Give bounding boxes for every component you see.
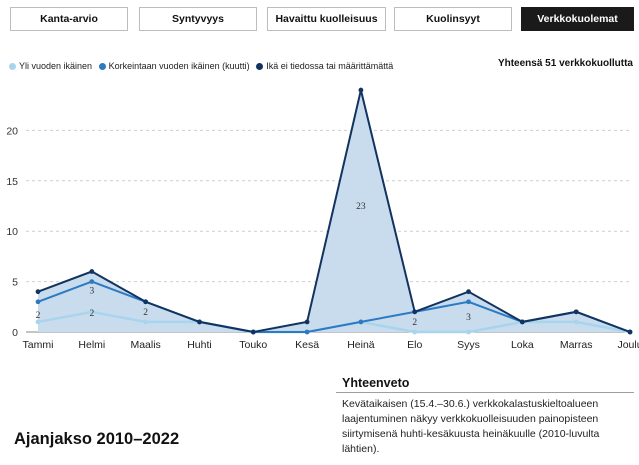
x-tick-label: Huhti [187, 339, 212, 351]
legend-swatch [256, 63, 264, 70]
data-point [412, 309, 418, 315]
x-tick-label: Loka [511, 339, 534, 351]
data-point [358, 87, 364, 93]
legend-item-age-unknown[interactable]: Ikä ei tiedossa tai määrittämättä [256, 61, 393, 71]
data-point [89, 309, 95, 315]
data-point [466, 289, 471, 295]
x-tick-label: Helmi [78, 339, 105, 351]
y-tick-label: 20 [6, 125, 18, 137]
data-label: 23 [356, 202, 366, 212]
data-label: 2 [412, 318, 417, 328]
legend-item-pup[interactable]: Korkeintaan vuoden ikäinen (kuutti) [98, 61, 250, 71]
data-point [304, 329, 310, 335]
x-tick-label: Heinä [347, 339, 375, 351]
chart-legend: Yli vuoden ikäinen Korkeintaan vuoden ik… [9, 61, 397, 75]
data-label: 3 [466, 313, 471, 323]
x-tick-label: Joulu [617, 339, 639, 351]
legend-swatch [9, 63, 16, 70]
data-point [304, 319, 310, 325]
data-label: 2 [36, 311, 41, 321]
tab-kanta-arvio[interactable]: Kanta-arvio [10, 7, 128, 31]
data-point [358, 319, 364, 325]
data-point [35, 289, 41, 295]
y-tick-label: 10 [6, 226, 18, 238]
tab-verkkokuolemat[interactable]: Verkkokuolemat [521, 7, 634, 31]
legend-item-over-one-year[interactable]: Yli vuoden ikäinen [9, 61, 92, 71]
data-label: 2 [143, 308, 148, 318]
data-point [466, 299, 471, 305]
tab-syntyvyys[interactable]: Syntyvyys [139, 7, 257, 31]
data-point [35, 319, 41, 325]
x-tick-label: Kesä [295, 339, 319, 351]
legend-label: Korkeintaan vuoden ikäinen (kuutti) [108, 61, 250, 71]
tab-bar: Kanta-arvio Syntyvyys Havaittu kuolleisu… [10, 7, 634, 33]
period-label: Ajanjakso 2010–2022 [14, 430, 180, 448]
data-point [412, 329, 418, 335]
data-point [89, 279, 95, 284]
tab-havaittu-kuolleisuus[interactable]: Havaittu kuolleisuus [267, 7, 386, 31]
data-label: 2 [89, 309, 94, 319]
data-point [197, 319, 202, 325]
x-tick-label: Maalis [130, 339, 160, 351]
y-tick-label: 15 [6, 176, 18, 188]
area-fill [38, 90, 630, 332]
x-tick-label: Tammi [23, 339, 54, 351]
legend-label: Yli vuoden ikäinen [19, 61, 93, 71]
data-point [35, 299, 41, 305]
data-point [89, 269, 95, 274]
x-tick-label: Elo [407, 339, 422, 351]
legend-label: Ikä ei tiedossa tai määrittämättä [266, 61, 394, 71]
legend-swatch [98, 63, 106, 70]
x-tick-label: Touko [239, 339, 267, 351]
data-point [573, 319, 579, 325]
data-point [573, 309, 579, 315]
summary-text: Kevätaikaisen (15.4.–30.6.) verkkokalast… [342, 398, 600, 455]
summary-box: Yhteenveto Kevätaikaisen (15.4.–30.6.) v… [336, 376, 634, 457]
data-point [519, 319, 525, 325]
y-tick-label: 0 [12, 327, 18, 339]
data-point [466, 329, 471, 335]
area-chart: 0 5 10 15 20 Tammi Helmi Maalis Huhti Touko Kesä He… [6, 87, 639, 351]
data-point [250, 329, 256, 335]
data-point [627, 329, 633, 335]
data-point [143, 299, 149, 305]
x-tick-label: Syys [457, 339, 480, 351]
total-label: Yhteensä 51 verkkokuollutta [497, 58, 633, 69]
data-label: 3 [89, 287, 94, 297]
y-tick-label: 5 [12, 277, 18, 289]
tab-kuolinsyyt[interactable]: Kuolinsyyt [394, 7, 512, 31]
x-tick-label: Marras [560, 339, 593, 351]
data-point [143, 319, 149, 325]
summary-title: Yhteenveto [336, 376, 634, 393]
series-line [37, 89, 631, 334]
